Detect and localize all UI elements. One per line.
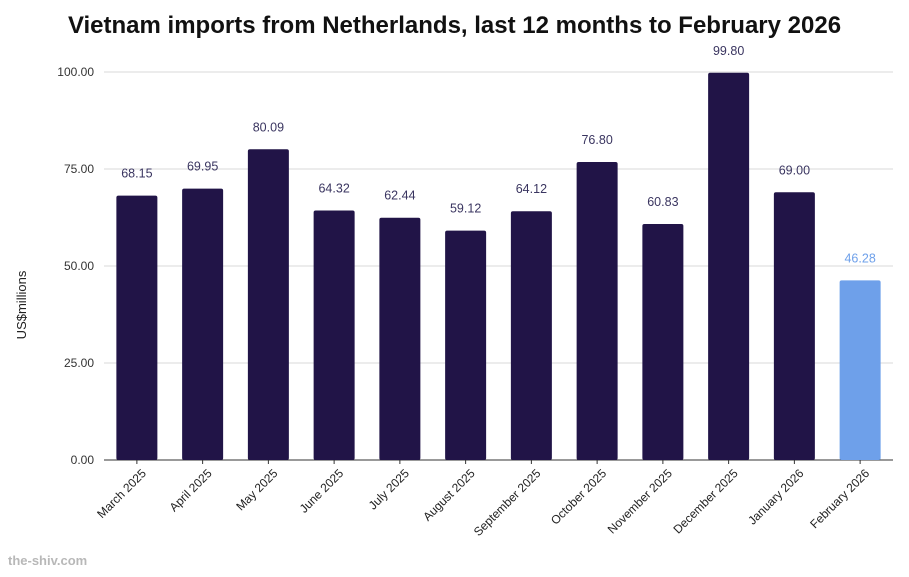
x-tick-label: October 2025: [548, 466, 610, 528]
bar: [379, 217, 421, 460]
data-label: 99.80: [713, 44, 744, 58]
x-tick-label: June 2025: [297, 466, 347, 516]
y-tick-label: 100.00: [57, 65, 94, 79]
data-label: 68.15: [121, 167, 152, 181]
data-label: 64.32: [318, 181, 349, 195]
x-tick-label: July 2025: [366, 466, 412, 512]
x-tick-label: May 2025: [233, 466, 280, 513]
bar: [247, 149, 289, 460]
x-tick-label: April 2025: [167, 466, 215, 514]
bar: [182, 188, 224, 460]
x-tick-label: March 2025: [94, 466, 149, 521]
bar: [708, 72, 750, 460]
x-tick-label: September 2025: [471, 466, 544, 539]
y-axis-label: US$millions: [14, 270, 29, 339]
chart-title: Vietnam imports from Netherlands, last 1…: [67, 12, 842, 39]
x-tick-label: January 2026: [745, 466, 807, 528]
y-tick-label: 75.00: [64, 162, 94, 176]
y-tick-label: 50.00: [64, 259, 94, 273]
data-label: 46.28: [844, 251, 875, 265]
data-label: 69.00: [779, 163, 810, 177]
watermark: the-shiv.com: [8, 553, 88, 568]
x-tick-label: December 2025: [670, 466, 741, 537]
data-label: 64.12: [516, 182, 547, 196]
bar: [773, 192, 815, 460]
data-label: 76.80: [581, 133, 612, 147]
data-label: 80.09: [253, 120, 284, 134]
bar: [510, 211, 552, 460]
x-tick-label: August 2025: [420, 466, 478, 524]
bar: [576, 162, 618, 461]
bar: [839, 280, 881, 460]
y-tick-label: 0.00: [71, 453, 95, 467]
bar: [445, 230, 487, 460]
bar: [313, 210, 355, 460]
bar: [642, 223, 684, 460]
data-label: 62.44: [384, 189, 415, 203]
data-label: 59.12: [450, 202, 481, 216]
data-label: 69.95: [187, 160, 218, 174]
data-label: 60.83: [647, 195, 678, 209]
y-tick-label: 25.00: [64, 356, 94, 370]
x-tick-label: November 2025: [605, 466, 676, 537]
bar: [116, 195, 158, 460]
x-tick-label: February 2026: [807, 466, 872, 531]
